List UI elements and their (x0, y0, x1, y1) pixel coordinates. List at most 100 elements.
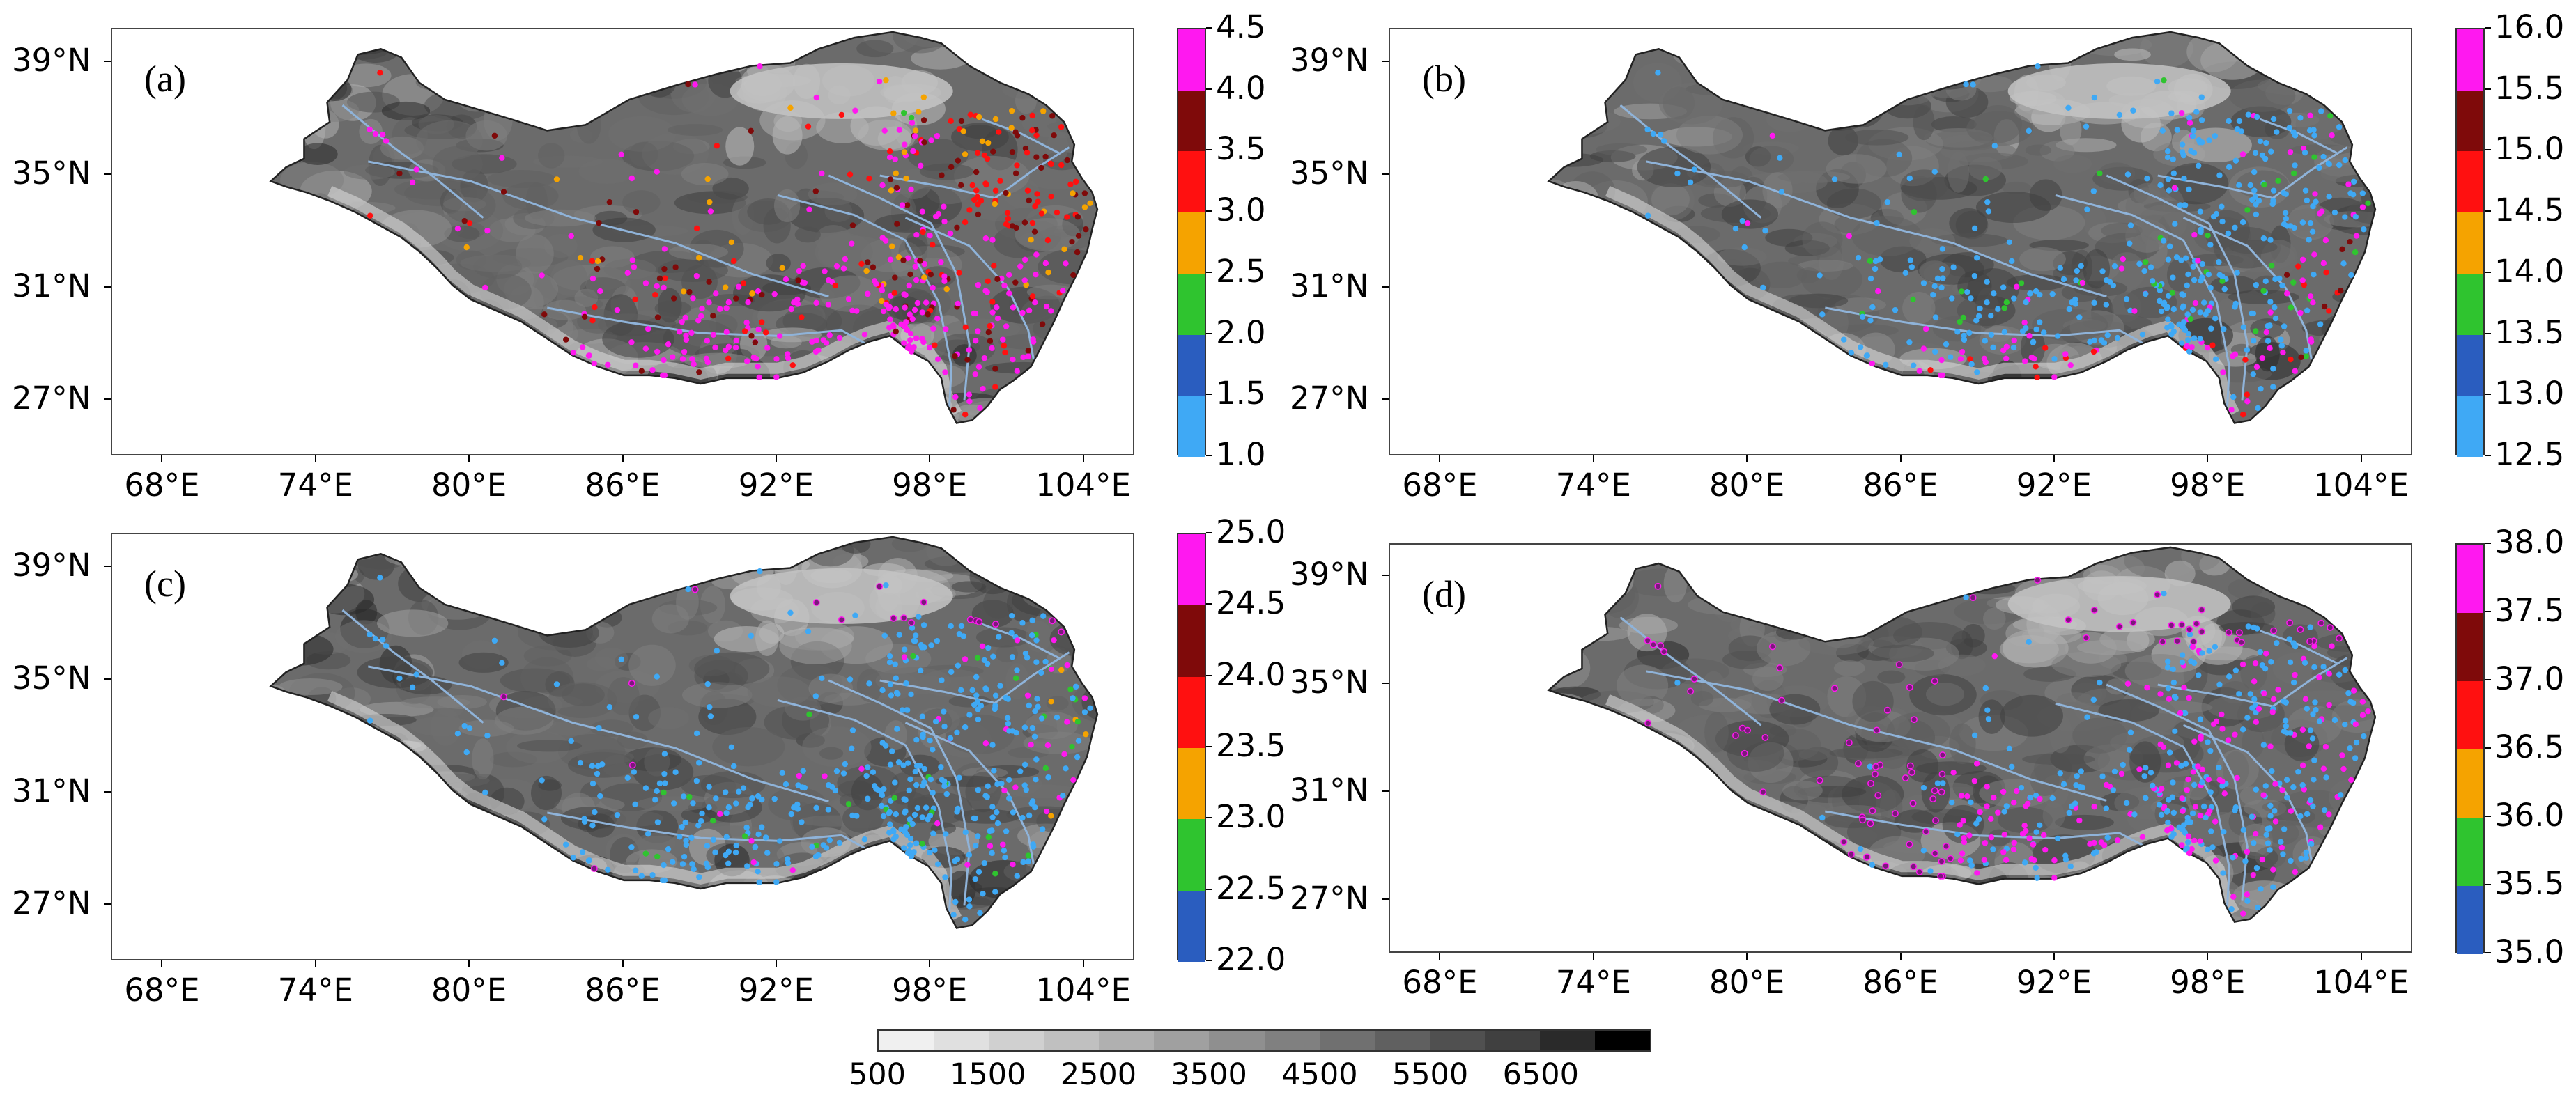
station-point (2287, 730, 2294, 736)
station-point (947, 230, 954, 237)
station-point (606, 199, 613, 205)
station-point (880, 813, 887, 820)
station-point (888, 748, 895, 754)
station-point (1067, 686, 1074, 692)
station-point (1006, 290, 1012, 297)
station-point (764, 850, 771, 856)
station-point (966, 391, 973, 398)
station-point (806, 206, 812, 212)
station-point (787, 609, 794, 616)
station-point (847, 676, 854, 683)
x-tick-label: 92°E (738, 972, 814, 1008)
station-point (2267, 813, 2274, 819)
station-point (886, 148, 893, 155)
station-point (982, 288, 989, 294)
station-point (725, 355, 732, 361)
station-point (2139, 332, 2146, 338)
station-point (2168, 110, 2175, 116)
station-point (990, 653, 996, 660)
station-point (2136, 260, 2143, 267)
station-point (984, 660, 991, 667)
station-point (2199, 779, 2205, 786)
station-point (1739, 218, 1745, 224)
station-point (964, 357, 971, 363)
station-point (1855, 760, 1862, 768)
station-point (2008, 763, 2015, 770)
station-point (1950, 264, 1957, 270)
station-point (413, 166, 419, 173)
station-point (689, 861, 695, 867)
station-point (2316, 718, 2323, 724)
colorbar-segment (2457, 334, 2483, 396)
station-point (1044, 237, 1051, 244)
station-point (2278, 336, 2284, 343)
station-point (2165, 316, 2171, 322)
station-point (956, 774, 962, 781)
y-tick-label: 31°N (1290, 771, 1369, 809)
colorbar-tick-label: 38.0 (2494, 524, 2565, 561)
colorbar-tick (2485, 611, 2491, 612)
station-point (900, 109, 907, 116)
station-point (2250, 371, 2256, 377)
x-tick (161, 960, 163, 967)
station-point (2170, 779, 2176, 786)
station-point (661, 770, 668, 777)
station-point (1655, 70, 1661, 76)
station-point (2299, 762, 2306, 769)
station-point (2033, 326, 2039, 333)
station-point (2066, 809, 2072, 816)
station-point (1867, 258, 1874, 264)
x-tick-label: 86°E (1862, 964, 1938, 1001)
station-point (2283, 723, 2290, 729)
station-point (1896, 151, 1902, 158)
station-point (2030, 339, 2037, 345)
station-point (2312, 191, 2318, 197)
station-point (710, 332, 717, 338)
station-point (2164, 807, 2171, 814)
station-point (2342, 214, 2348, 220)
x-tick-label: 80°E (431, 972, 507, 1008)
station-point (2118, 265, 2125, 272)
station-point (2265, 840, 2272, 846)
station-point (899, 707, 906, 713)
station-point (2206, 648, 2212, 654)
station-point (2198, 94, 2205, 100)
station-point (759, 824, 765, 830)
station-point (930, 242, 936, 248)
station-point (592, 809, 598, 816)
station-point (2326, 194, 2332, 200)
station-point (683, 841, 690, 848)
station-point (2172, 728, 2178, 734)
station-point (2292, 643, 2299, 650)
station-point (2173, 637, 2181, 645)
station-point (717, 306, 723, 312)
station-point (925, 311, 931, 318)
station-point (2181, 319, 2187, 325)
x-tick (1899, 455, 1902, 462)
station-point (629, 257, 636, 263)
station-point (2028, 354, 2035, 361)
y-tick-label: 35°N (12, 660, 91, 697)
station-point (2290, 279, 2297, 286)
station-point (2177, 202, 2184, 208)
station-point (2297, 309, 2304, 316)
colorbar-segment (2457, 29, 2483, 91)
station-point (1910, 296, 1916, 302)
station-point (989, 742, 996, 748)
station-point (688, 329, 695, 336)
station-point (2278, 844, 2285, 851)
station-point (1847, 850, 1855, 858)
station-point (918, 162, 924, 169)
station-point (982, 235, 989, 242)
station-point (2316, 164, 2322, 171)
y-tick (1382, 575, 1389, 577)
colorbar-tick-label: 4.5 (1216, 8, 1266, 45)
station-point (2292, 671, 2298, 678)
station-point (1024, 187, 1031, 194)
x-tick (929, 960, 931, 967)
station-point (2097, 170, 2103, 176)
station-point (2161, 77, 2167, 84)
station-point (2180, 304, 2186, 311)
station-point (966, 347, 973, 353)
station-point (1959, 850, 1966, 857)
